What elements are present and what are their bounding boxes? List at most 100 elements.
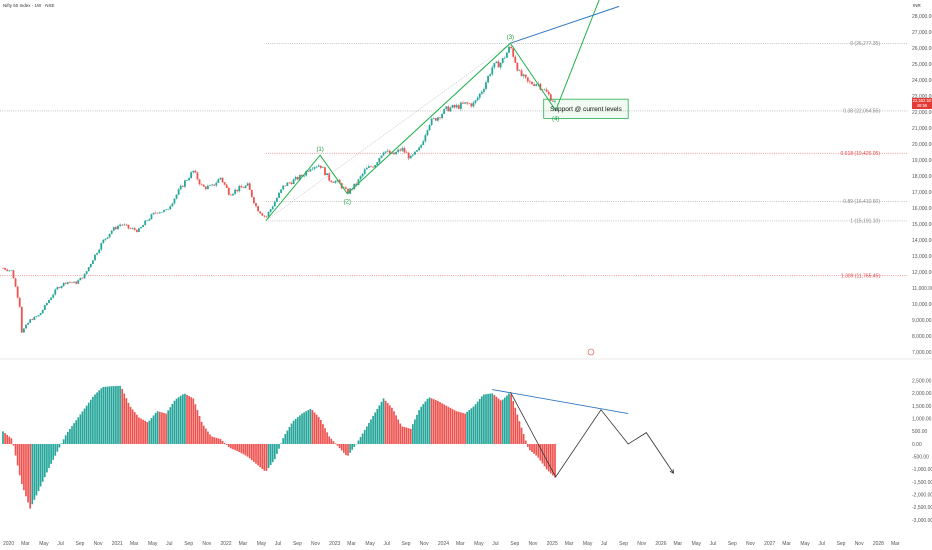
candle-body bbox=[181, 185, 184, 187]
histogram-bar bbox=[202, 425, 205, 444]
candle-body bbox=[248, 183, 251, 190]
histogram-bar bbox=[20, 444, 23, 485]
candle-body bbox=[489, 74, 492, 76]
histogram-bar bbox=[309, 408, 312, 444]
histogram-bar bbox=[541, 444, 544, 464]
histogram-bar bbox=[4, 433, 6, 444]
histogram-bar bbox=[152, 415, 155, 444]
candle-body bbox=[309, 169, 312, 172]
x-tick-label: Mar bbox=[130, 541, 139, 547]
histogram-bar bbox=[135, 414, 138, 444]
candle-body bbox=[518, 70, 521, 71]
candle-body bbox=[466, 102, 469, 104]
histogram-bar bbox=[524, 440, 527, 444]
histogram-bar bbox=[265, 444, 268, 471]
candle-body bbox=[100, 243, 103, 250]
histogram-bar bbox=[508, 393, 510, 444]
candle-body bbox=[221, 177, 224, 183]
candle-body bbox=[46, 303, 48, 306]
candle-body bbox=[414, 151, 416, 155]
candle-body bbox=[278, 192, 280, 198]
candle-body bbox=[493, 63, 496, 68]
candle-body bbox=[66, 282, 69, 284]
candle-body bbox=[426, 130, 429, 136]
histogram-bar bbox=[374, 412, 377, 444]
candle-body bbox=[535, 84, 538, 86]
histogram-bar bbox=[250, 444, 253, 461]
candle-body bbox=[276, 197, 278, 202]
candle-body bbox=[284, 185, 287, 187]
candle-body bbox=[144, 220, 147, 226]
histogram-bar bbox=[416, 414, 418, 444]
histogram-bar bbox=[445, 405, 448, 444]
candle-body bbox=[110, 230, 113, 234]
candle-body bbox=[35, 316, 38, 318]
candle-body bbox=[491, 67, 494, 75]
candle-body bbox=[286, 182, 289, 186]
hist-y-tick-label: -1,500.00 bbox=[912, 480, 932, 486]
candle-body bbox=[250, 189, 253, 198]
candle-body bbox=[541, 89, 544, 91]
candle-body bbox=[418, 147, 420, 151]
histogram-bar bbox=[221, 440, 224, 444]
candle-body bbox=[437, 117, 439, 121]
price-y-tick-label: 26,000.00 bbox=[912, 46, 932, 52]
histogram-bar bbox=[177, 397, 180, 444]
candle-body bbox=[138, 228, 140, 232]
histogram-bar bbox=[112, 386, 115, 444]
candle-body bbox=[549, 94, 552, 101]
candle-body bbox=[428, 125, 431, 131]
x-tick-label: Sep bbox=[184, 541, 193, 547]
candle-body bbox=[31, 319, 34, 320]
candle-body bbox=[313, 167, 316, 169]
candle-body bbox=[468, 103, 471, 105]
candle-body bbox=[464, 102, 466, 104]
histogram-bar bbox=[259, 444, 262, 468]
candle-body bbox=[29, 319, 32, 323]
histogram-bar bbox=[37, 444, 40, 492]
histogram-bar bbox=[207, 431, 209, 444]
candle-body bbox=[334, 181, 337, 183]
histogram-bar bbox=[219, 438, 222, 444]
candle-body bbox=[271, 206, 274, 210]
histogram-bar bbox=[41, 444, 44, 482]
histogram-bar bbox=[62, 439, 65, 444]
x-tick-label: Sep bbox=[75, 541, 84, 547]
candle-body bbox=[71, 282, 73, 283]
histogram-bar bbox=[232, 444, 234, 450]
candle-body bbox=[52, 294, 55, 298]
candle-body bbox=[330, 180, 333, 182]
histogram-bar bbox=[411, 424, 414, 444]
candle-body bbox=[14, 278, 17, 287]
candle-body bbox=[554, 100, 556, 102]
candle-body bbox=[520, 70, 523, 76]
wave-channel-line bbox=[265, 42, 511, 222]
support-box-label: Support @ current levels bbox=[550, 106, 622, 113]
candle-body bbox=[416, 150, 418, 152]
candle-body bbox=[209, 185, 211, 186]
histogram-bar bbox=[104, 386, 107, 444]
histogram-bar bbox=[150, 418, 153, 444]
candle-body bbox=[420, 145, 423, 148]
candle-body bbox=[405, 152, 408, 153]
histogram-bar bbox=[382, 398, 385, 444]
histogram-bar bbox=[194, 404, 197, 444]
histogram-bar bbox=[386, 403, 389, 444]
price-y-tick-label: 14,000.00 bbox=[912, 238, 932, 244]
price-y-tick-label: 25,000.00 bbox=[912, 62, 932, 68]
candle-body bbox=[460, 102, 462, 109]
histogram-bar bbox=[148, 420, 151, 444]
histogram-bar bbox=[286, 430, 289, 444]
candle-body bbox=[106, 237, 109, 239]
candle-body bbox=[311, 168, 314, 170]
candle-body bbox=[56, 287, 59, 290]
candle-body bbox=[121, 224, 124, 226]
candle-body bbox=[43, 305, 46, 310]
candle-body bbox=[119, 224, 121, 226]
candle-body bbox=[261, 213, 264, 216]
histogram-bar bbox=[144, 420, 147, 444]
candle-body bbox=[516, 62, 519, 71]
candle-body bbox=[307, 171, 310, 172]
histogram-bar bbox=[60, 443, 63, 444]
histogram-bar bbox=[405, 427, 408, 444]
